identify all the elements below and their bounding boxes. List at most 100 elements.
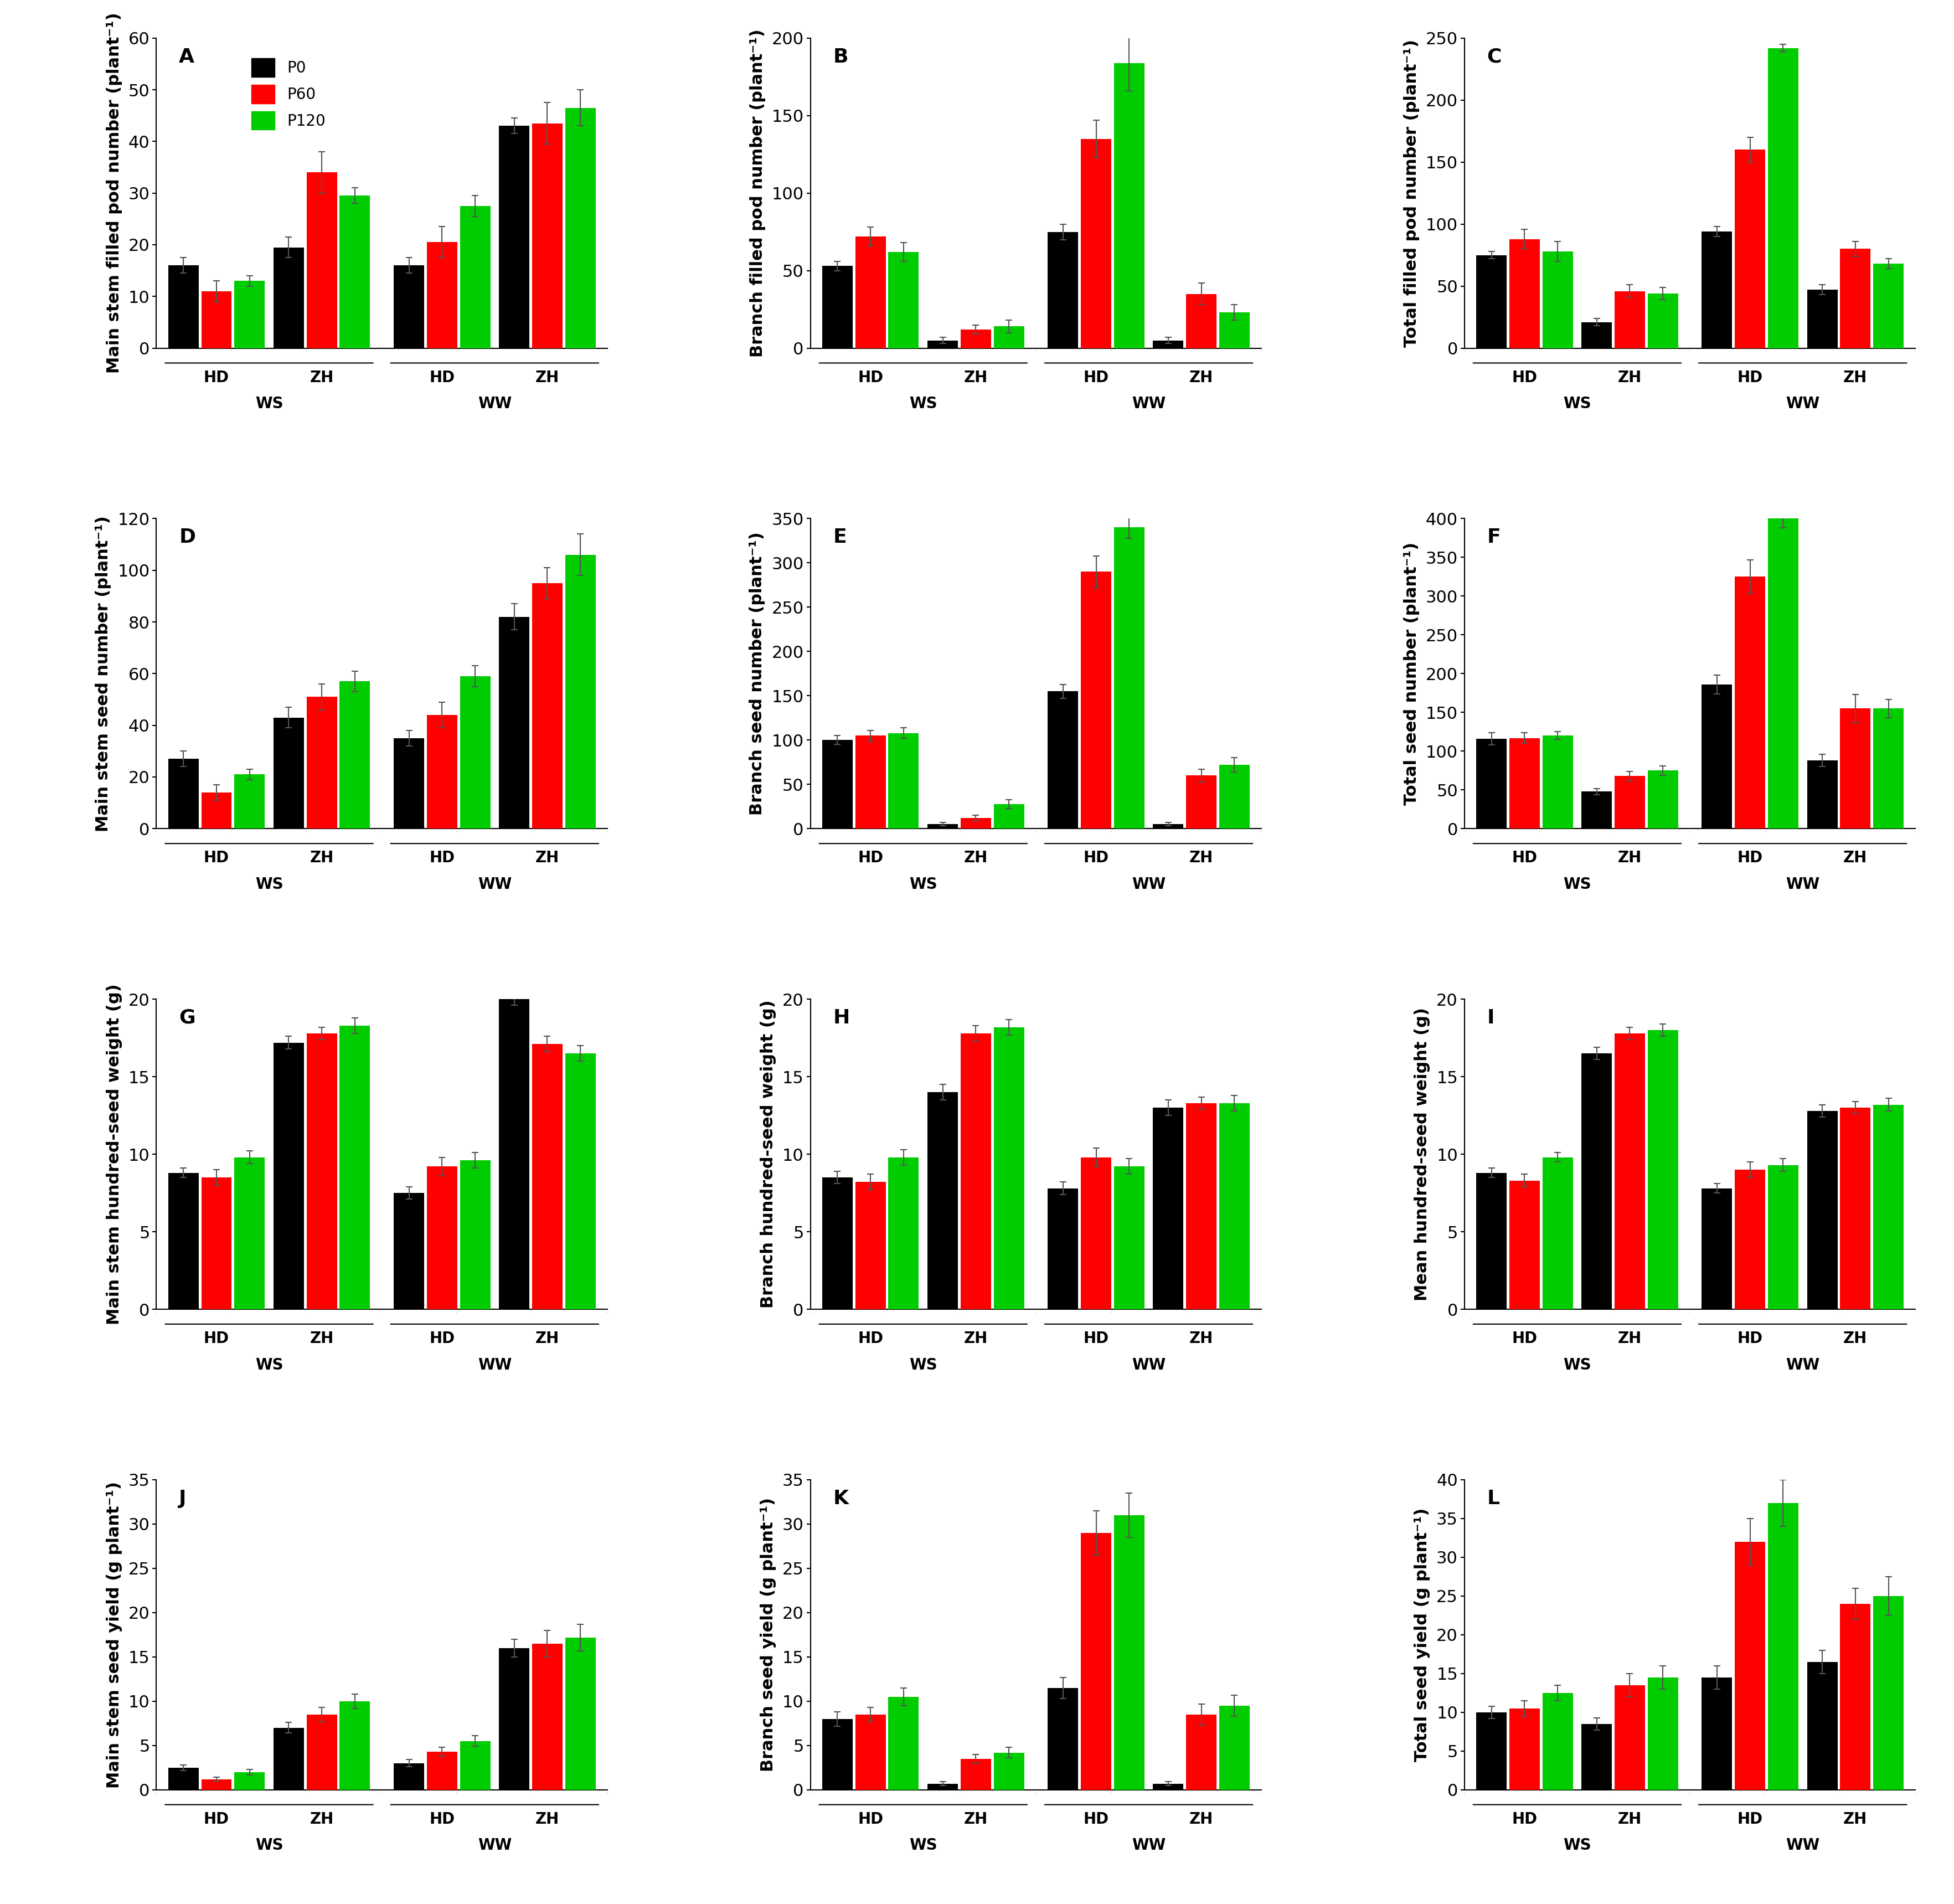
Text: F: F (1487, 527, 1501, 546)
Text: WS: WS (909, 1358, 936, 1373)
Bar (1475, 1712, 1507, 1790)
Bar (928, 1784, 957, 1790)
Bar (1614, 291, 1645, 348)
Bar (1702, 1188, 1731, 1310)
Bar (393, 1194, 424, 1310)
Text: HD: HD (203, 369, 229, 385)
Bar (1153, 1784, 1182, 1790)
Bar (459, 206, 490, 348)
Bar (565, 1053, 596, 1310)
Bar (565, 554, 596, 828)
Y-axis label: Branch filled pod number (plant⁻¹): Branch filled pod number (plant⁻¹) (748, 29, 766, 358)
Bar (234, 282, 264, 348)
Bar (1153, 341, 1182, 348)
Text: HD: HD (430, 1331, 455, 1346)
Bar (1872, 1596, 1903, 1790)
Text: L: L (1487, 1489, 1499, 1508)
Bar (1581, 1723, 1612, 1790)
Text: WW: WW (1131, 1837, 1165, 1853)
Bar (201, 1778, 233, 1790)
Bar (1047, 691, 1079, 828)
Bar (1186, 293, 1215, 348)
Bar (1647, 293, 1678, 348)
Bar (1839, 708, 1870, 828)
Bar (1647, 771, 1678, 828)
Text: HD: HD (203, 851, 229, 866)
Bar (1614, 1034, 1645, 1310)
Text: C: C (1487, 48, 1501, 67)
Bar (565, 109, 596, 348)
Bar (459, 676, 490, 828)
Text: HD: HD (1737, 369, 1763, 385)
Text: ZH: ZH (535, 1331, 559, 1346)
Text: HD: HD (1083, 369, 1108, 385)
Bar (340, 1700, 369, 1790)
Text: WS: WS (256, 396, 283, 411)
Text: J: J (180, 1489, 186, 1508)
Text: WS: WS (1563, 1358, 1591, 1373)
Y-axis label: Total seed number (plant⁻¹): Total seed number (plant⁻¹) (1403, 543, 1419, 805)
Y-axis label: Branch seed number (plant⁻¹): Branch seed number (plant⁻¹) (748, 531, 766, 815)
Bar (1153, 1108, 1182, 1310)
Text: E: E (832, 527, 846, 546)
Text: ZH: ZH (1188, 1811, 1213, 1828)
Text: G: G (180, 1009, 195, 1028)
Y-axis label: Total filled pod number (plant⁻¹): Total filled pod number (plant⁻¹) (1403, 40, 1419, 347)
Y-axis label: Main stem hundred-seed weight (g): Main stem hundred-seed weight (g) (106, 984, 123, 1325)
Bar (201, 792, 233, 828)
Text: ZH: ZH (1618, 369, 1641, 385)
Bar (531, 1043, 563, 1310)
Bar (928, 341, 957, 348)
Bar (1581, 322, 1612, 348)
Text: ZH: ZH (1843, 1811, 1866, 1828)
Bar (1702, 685, 1731, 828)
Bar (1581, 1053, 1612, 1310)
Bar (1508, 739, 1540, 828)
Text: WW: WW (1131, 396, 1165, 411)
Y-axis label: Branch seed yield (g plant⁻¹): Branch seed yield (g plant⁻¹) (760, 1498, 776, 1773)
Bar (823, 267, 852, 348)
Bar (426, 1167, 457, 1310)
Text: ZH: ZH (1843, 369, 1866, 385)
Bar (531, 583, 563, 828)
Bar (959, 1759, 991, 1790)
Bar (823, 1719, 852, 1790)
Text: K: K (832, 1489, 848, 1508)
Bar (307, 173, 336, 348)
Text: ZH: ZH (309, 1331, 334, 1346)
Bar (1768, 518, 1798, 828)
Bar (1647, 1030, 1678, 1310)
Bar (889, 733, 918, 828)
Bar (307, 1714, 336, 1790)
Text: WW: WW (1786, 876, 1819, 893)
Bar (1647, 1677, 1678, 1790)
Bar (1081, 571, 1112, 828)
Bar (993, 1752, 1024, 1790)
Bar (274, 1043, 303, 1310)
Bar (1542, 1693, 1573, 1790)
Bar (993, 803, 1024, 828)
Text: HD: HD (1737, 1811, 1763, 1828)
Text: D: D (180, 527, 195, 546)
Y-axis label: Main stem filled pod number (plant⁻¹): Main stem filled pod number (plant⁻¹) (106, 13, 121, 373)
Bar (856, 1182, 885, 1310)
Bar (1807, 1662, 1837, 1790)
Bar (1219, 765, 1249, 828)
Text: ZH: ZH (535, 369, 559, 385)
Text: ZH: ZH (309, 1811, 334, 1828)
Bar (1114, 63, 1143, 348)
Bar (274, 1727, 303, 1790)
Text: ZH: ZH (535, 851, 559, 866)
Bar (307, 697, 336, 828)
Bar (1186, 1102, 1215, 1310)
Bar (1186, 775, 1215, 828)
Bar (993, 1026, 1024, 1310)
Bar (959, 1034, 991, 1310)
Bar (1508, 240, 1540, 348)
Bar (393, 1763, 424, 1790)
Text: ZH: ZH (963, 851, 987, 866)
Bar (1872, 708, 1903, 828)
Text: HD: HD (203, 1331, 229, 1346)
Bar (1542, 735, 1573, 828)
Bar (856, 735, 885, 828)
